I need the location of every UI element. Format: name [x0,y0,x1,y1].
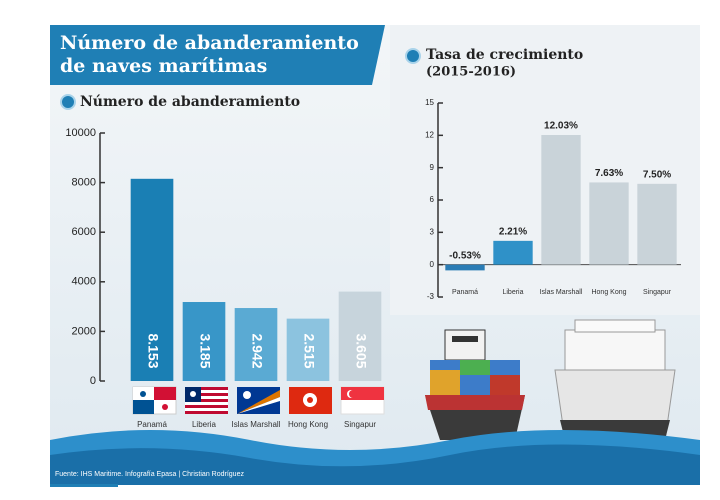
y-tick-label: 4000 [72,276,96,288]
footer-bar [50,484,118,487]
bar [338,291,382,381]
bar [130,178,174,381]
bullet [405,48,421,64]
waves [50,444,700,485]
value-label: 12.03% [544,121,578,132]
bar [286,318,330,381]
y-tick-label: 3 [430,227,435,236]
value-label: 3.605 [353,333,369,368]
value-label: 7.50% [643,169,671,180]
bar [589,182,629,265]
y-tick-label: 0 [90,375,96,387]
x-tick-label: Hong Kong [288,420,328,429]
value-label: -0.53% [449,250,481,261]
x-tick-label: Islas Marshall [232,420,281,429]
value-label: 3.185 [197,333,213,368]
y-tick-label: -3 [427,292,435,301]
source: Fuente: IHS Maritime. Infografía Epasa |… [55,471,244,478]
x-tick-label: Singapur [344,420,376,429]
value-label: 2.21% [499,226,527,237]
x-tick-label: Hong Kong [591,289,626,296]
bar [493,240,533,265]
y-tick-label: 8000 [72,177,96,189]
value-label: 2.515 [301,333,317,368]
y-tick-label: 6 [430,195,435,204]
y-tick-label: 15 [425,98,434,107]
header-title: Número de abanderamiento [60,32,359,54]
value-label: 2.942 [249,333,265,368]
x-tick-label: Liberia [192,420,217,429]
bullet [60,94,76,110]
bar [234,308,278,381]
ships [425,319,676,441]
y-tick-label: 9 [430,163,435,172]
flags [132,386,385,415]
value-label: 7.63% [595,168,623,179]
bar [541,135,581,265]
x-tick-label: Liberia [502,289,523,296]
bar [445,264,485,271]
chart-title: Número de abanderamiento [80,94,300,110]
chart-title: Tasa de crecimiento [426,47,583,63]
x-tick-label: Singapur [643,289,672,296]
bar [637,183,677,265]
header-title: de naves marítimas [60,55,267,77]
bar [182,302,226,381]
chart-subtitle: (2015-2016) [426,65,516,80]
value-label: 8.153 [145,333,161,368]
header-banner [50,25,385,85]
y-tick-label: 12 [425,130,434,139]
y-tick-label: 0 [430,260,435,269]
y-tick-label: 10000 [65,127,96,139]
x-tick-label: Panamá [452,289,478,296]
y-tick-label: 2000 [72,325,96,337]
y-tick-label: 6000 [72,226,96,238]
x-tick-label: Panamá [137,420,167,429]
x-tick-label: Islas Marshall [540,289,583,296]
